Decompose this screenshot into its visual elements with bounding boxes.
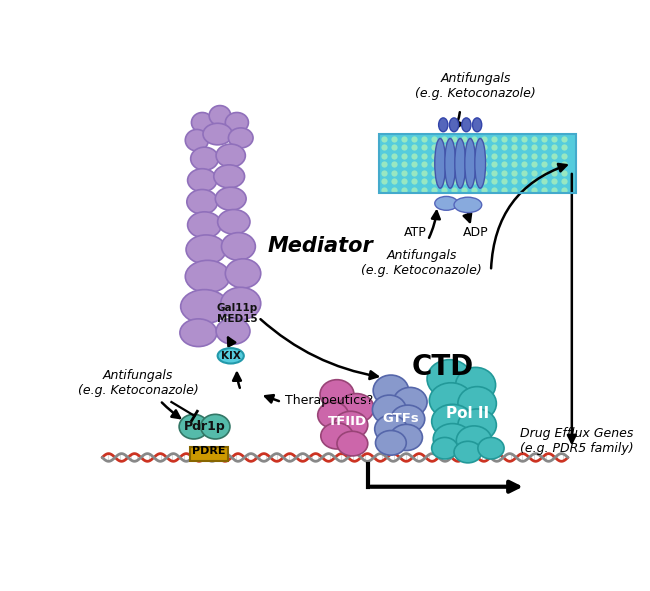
Ellipse shape	[393, 387, 427, 417]
Ellipse shape	[465, 138, 476, 188]
Text: GTFs: GTFs	[382, 413, 419, 426]
Ellipse shape	[435, 138, 445, 188]
Ellipse shape	[433, 424, 472, 454]
Text: Antifungals
(e.g. Ketoconazole): Antifungals (e.g. Ketoconazole)	[361, 249, 482, 277]
Ellipse shape	[185, 261, 230, 293]
Ellipse shape	[209, 106, 231, 126]
Text: Pdr1p: Pdr1p	[184, 420, 226, 433]
Text: ATP: ATP	[404, 226, 427, 239]
Ellipse shape	[458, 409, 497, 441]
Ellipse shape	[221, 287, 261, 320]
Ellipse shape	[334, 411, 368, 439]
Ellipse shape	[215, 187, 246, 210]
Ellipse shape	[435, 196, 458, 210]
Ellipse shape	[179, 414, 209, 439]
Ellipse shape	[462, 118, 471, 132]
Text: KIX: KIX	[221, 351, 240, 361]
Ellipse shape	[439, 118, 448, 132]
Ellipse shape	[214, 165, 244, 188]
Ellipse shape	[473, 118, 482, 132]
Ellipse shape	[376, 430, 406, 455]
Text: Mediator: Mediator	[268, 236, 373, 256]
Text: Antifungals
(e.g. Ketoconazole): Antifungals (e.g. Ketoconazole)	[78, 369, 199, 397]
Ellipse shape	[181, 290, 228, 323]
Ellipse shape	[456, 426, 492, 455]
Ellipse shape	[455, 138, 465, 188]
Ellipse shape	[187, 190, 218, 214]
Ellipse shape	[474, 138, 486, 188]
Ellipse shape	[432, 404, 473, 438]
Ellipse shape	[372, 395, 406, 424]
Ellipse shape	[188, 212, 222, 238]
Ellipse shape	[454, 197, 482, 213]
Ellipse shape	[203, 124, 232, 145]
Text: PDRE: PDRE	[192, 446, 226, 456]
Text: TFIID: TFIID	[328, 415, 367, 428]
Text: Antifungals
(e.g. Ketoconazole): Antifungals (e.g. Ketoconazole)	[415, 72, 536, 100]
Ellipse shape	[216, 318, 250, 345]
Ellipse shape	[478, 437, 504, 459]
Ellipse shape	[226, 112, 248, 132]
Ellipse shape	[185, 129, 209, 151]
Ellipse shape	[186, 235, 226, 264]
Ellipse shape	[454, 441, 482, 463]
Ellipse shape	[201, 414, 230, 439]
Ellipse shape	[430, 383, 473, 418]
Ellipse shape	[374, 415, 407, 443]
Ellipse shape	[373, 375, 409, 406]
Bar	[380, 134, 576, 193]
Ellipse shape	[445, 138, 456, 188]
Ellipse shape	[222, 233, 255, 261]
Text: Pol II: Pol II	[447, 406, 489, 421]
Ellipse shape	[318, 402, 348, 428]
Ellipse shape	[390, 424, 422, 450]
Ellipse shape	[339, 394, 374, 423]
Ellipse shape	[216, 144, 245, 167]
Ellipse shape	[449, 118, 459, 132]
Ellipse shape	[228, 128, 253, 148]
Ellipse shape	[192, 112, 213, 132]
Text: Therapeutics?: Therapeutics?	[285, 394, 373, 407]
Text: ADP: ADP	[463, 226, 488, 239]
Bar	[380, 134, 576, 193]
Ellipse shape	[188, 168, 217, 192]
Ellipse shape	[391, 405, 424, 433]
Text: Gal11p
MED15: Gal11p MED15	[216, 303, 257, 324]
Ellipse shape	[432, 437, 458, 459]
Ellipse shape	[321, 423, 353, 449]
Ellipse shape	[320, 379, 354, 409]
Text: CTD: CTD	[412, 353, 474, 381]
FancyBboxPatch shape	[190, 447, 228, 462]
Ellipse shape	[218, 348, 244, 363]
Ellipse shape	[458, 387, 497, 421]
Ellipse shape	[226, 259, 261, 288]
Ellipse shape	[427, 360, 472, 398]
Ellipse shape	[190, 147, 218, 170]
Ellipse shape	[456, 368, 495, 403]
Ellipse shape	[337, 431, 368, 456]
Ellipse shape	[180, 319, 217, 346]
Ellipse shape	[218, 210, 250, 234]
Text: Drug Efflux Genes
(e.g. PDR5 family): Drug Efflux Genes (e.g. PDR5 family)	[520, 427, 634, 454]
